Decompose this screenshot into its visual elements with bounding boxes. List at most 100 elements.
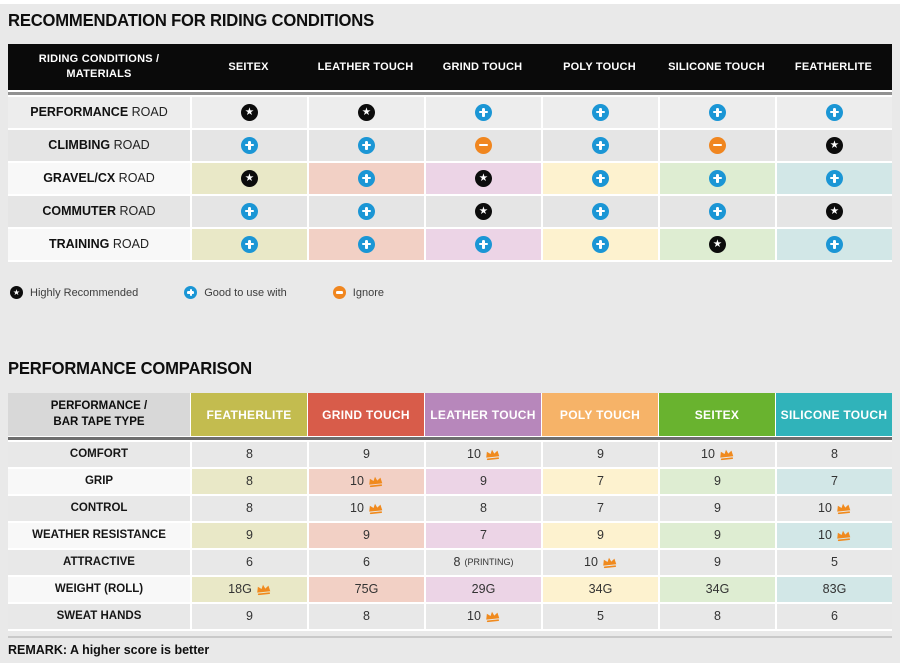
score-number: 9 — [597, 447, 604, 461]
plus-icon — [826, 235, 843, 253]
score-number: 10 — [818, 501, 832, 515]
recommendation-cell — [309, 129, 424, 161]
score-cell: 10 — [777, 495, 892, 521]
score-cell: 8 — [192, 441, 307, 467]
riding-table-rows: PERFORMANCE ROADCLIMBING ROADGRAVEL/CX R… — [8, 96, 892, 260]
score-value: 10 — [701, 447, 734, 461]
recommendation-cell — [660, 228, 775, 260]
score-cell: 10 — [660, 441, 775, 467]
score-number: 8 — [246, 474, 253, 488]
recommendation-cell — [660, 129, 775, 161]
star-icon — [475, 202, 492, 220]
score-value: 18G — [228, 582, 271, 596]
recommendation-cell — [426, 162, 541, 194]
score-value: 9 — [246, 609, 253, 623]
score-number: 5 — [597, 609, 604, 623]
corner-header-line: PERFORMANCE / — [50, 399, 148, 412]
table-row: TRAINING ROAD — [8, 228, 892, 260]
score-value: 9 — [480, 474, 487, 488]
recommendation-cell — [309, 96, 424, 128]
row-label-bold: PERFORMANCE — [30, 105, 129, 119]
row-label-rest: ROAD — [128, 105, 168, 119]
recommendation-cell — [777, 129, 892, 161]
score-value: 10 — [818, 501, 851, 515]
recommendation-cell — [543, 228, 658, 260]
score-value: 8 — [480, 501, 487, 515]
score-cell: 6 — [309, 549, 424, 575]
table-row: GRIP 8 10 9 7 9 7 — [8, 468, 892, 494]
plus-icon — [475, 235, 492, 253]
score-value: 10 — [467, 609, 500, 623]
score-value: 10 — [350, 501, 383, 515]
legend-item: Ignore — [332, 286, 384, 299]
score-number: 7 — [597, 501, 604, 515]
star-icon — [475, 169, 492, 187]
recommendation-cell — [192, 162, 307, 194]
plus-icon — [358, 235, 375, 253]
recommendation-cell — [543, 96, 658, 128]
plus-icon — [241, 235, 258, 253]
score-value: 5 — [597, 609, 604, 623]
score-value: 83G — [823, 582, 847, 596]
plus-icon — [592, 235, 609, 253]
footer-divider — [8, 636, 892, 638]
score-number: 83G — [822, 582, 847, 596]
score-number: 10 — [350, 501, 364, 515]
crown-icon — [484, 610, 500, 623]
score-cell: 9 — [192, 522, 307, 548]
plus-icon — [592, 202, 609, 220]
plus-icon — [358, 169, 375, 187]
recommendation-cell — [777, 96, 892, 128]
score-number: 75G — [354, 582, 379, 596]
score-cell: 9 — [660, 495, 775, 521]
recommendation-cell — [309, 195, 424, 227]
score-cell: 7 — [543, 495, 658, 521]
score-number: 9 — [714, 555, 721, 569]
score-number: 8 — [246, 501, 253, 515]
score-value: 9 — [714, 501, 721, 515]
score-value: 10 — [467, 447, 500, 461]
row-label-bold: TRAINING — [48, 237, 110, 251]
star-icon — [10, 286, 23, 299]
score-number: 10 — [818, 528, 832, 542]
column-header: POLY TOUCH — [542, 393, 658, 436]
row-label: CLIMBING ROAD — [8, 129, 190, 161]
score-cell: 7 — [426, 522, 541, 548]
legend-label: Good to use with — [204, 286, 287, 299]
row-label: TRAINING ROAD — [8, 228, 190, 260]
row-label-rest: ROAD — [109, 237, 149, 251]
score-cell: 10 — [426, 441, 541, 467]
corner-header-line: MATERIALS — [66, 68, 132, 80]
corner-header-line: RIDING CONDITIONS / — [38, 53, 160, 66]
performance-table-header: PERFORMANCE / BAR TAPE TYPE FEATHERLITE GRI… — [8, 393, 892, 436]
score-cell: 9 — [543, 522, 658, 548]
score-number: 34G — [588, 582, 613, 596]
plus-icon — [709, 169, 726, 187]
table-row: CLIMBING ROAD — [8, 129, 892, 161]
score-value: 7 — [597, 474, 604, 488]
row-label: COMFORT — [8, 441, 190, 467]
score-cell: 10 — [426, 603, 541, 629]
recommendation-cell — [426, 195, 541, 227]
recommendation-cell — [777, 162, 892, 194]
plus-icon — [826, 169, 843, 187]
score-number: 9 — [714, 474, 721, 488]
row-label: GRIP — [8, 468, 190, 494]
legend-label: Highly Recommended — [30, 286, 139, 299]
crown-icon — [367, 475, 383, 488]
crown-icon — [601, 556, 617, 569]
crown-icon — [835, 529, 851, 542]
score-cell: 10 — [543, 549, 658, 575]
score-cell: 6 — [777, 603, 892, 629]
score-cell: 7 — [777, 468, 892, 494]
minus-icon — [332, 286, 346, 299]
score-number: 29G — [471, 582, 496, 596]
row-label: CONTROL — [8, 495, 190, 521]
score-value: 34G — [706, 582, 730, 596]
score-cell: 75G — [309, 576, 424, 602]
row-label: ATTRACTIVE — [8, 549, 190, 575]
column-header: SILICONE TOUCH — [668, 61, 765, 73]
recommendation-cell — [660, 96, 775, 128]
score-value: 7 — [597, 501, 604, 515]
row-label-rest: ROAD — [116, 204, 156, 218]
